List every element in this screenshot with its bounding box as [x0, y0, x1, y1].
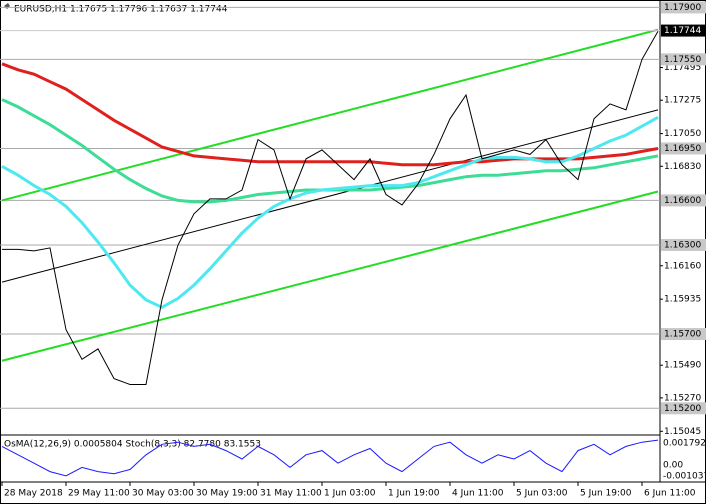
- level-box: [661, 328, 706, 341]
- level-box: [661, 53, 706, 66]
- x-tick-label: 1 Jun 19:00: [388, 489, 440, 499]
- oscillator-tick-label: 0.00: [663, 461, 683, 471]
- y-tick-label: 1.15935: [664, 295, 701, 305]
- oscillator-title: OsMA(12,26,9) 0.0005804 Stoch(8,3,3) 82.…: [4, 440, 261, 450]
- x-tick-label: 4 Jun 11:00: [452, 489, 504, 499]
- level-box: [661, 194, 706, 207]
- x-tick-label: 28 May 2018: [4, 489, 63, 499]
- level-label: 1.16300: [664, 240, 701, 250]
- y-tick-label: 1.15270: [664, 393, 701, 403]
- oscillator-tick-label: -0.001037: [663, 472, 706, 482]
- x-tick-label: 30 May 19:00: [196, 489, 258, 499]
- y-tick-label: 1.17050: [664, 129, 701, 139]
- chart-title: EURUSD,H1 1.17675 1.17796 1.17637 1.1774…: [14, 5, 228, 15]
- level-label: 1.15200: [664, 404, 701, 414]
- moving-average: [1, 115, 659, 309]
- oscillator-tick-label: 0.001792: [663, 439, 706, 449]
- x-tick-label: 6 Jun 11:00: [644, 489, 696, 499]
- y-tick-label: 1.16160: [664, 261, 701, 271]
- last-price-label: 1.17744: [664, 26, 701, 36]
- x-tick-label: 30 May 03:00: [132, 489, 194, 499]
- level-box: [661, 238, 706, 251]
- y-tick-label: 1.17495: [664, 63, 701, 73]
- level-label: 1.15700: [664, 330, 701, 340]
- level-label: 1.17550: [664, 55, 701, 65]
- level-box: [661, 142, 706, 155]
- stochastic: [1, 439, 659, 477]
- y-tick-label: 1.16830: [664, 162, 701, 172]
- trendline: [1, 109, 659, 283]
- price-line: [2, 30, 659, 385]
- moving-average: [1, 62, 659, 167]
- x-tick-label: 1 Jun 03:00: [324, 489, 376, 499]
- level-box: [661, 1, 706, 14]
- x-tick-label: 5 Jun 03:00: [516, 489, 568, 499]
- x-tick-label: 5 Jun 19:00: [580, 489, 632, 499]
- y-tick-label: 1.15045: [664, 427, 701, 437]
- x-tick-label: 29 May 11:00: [68, 489, 130, 499]
- level-label: 1.17900: [664, 3, 701, 13]
- level-box: [661, 402, 706, 415]
- level-label: 1.16600: [664, 196, 701, 206]
- last-price-box: [661, 24, 706, 37]
- x-tick-label: 31 May 11:00: [260, 489, 322, 499]
- y-tick-label: 1.17275: [664, 96, 701, 106]
- level-label: 1.16950: [664, 144, 701, 154]
- trendline: [1, 28, 659, 202]
- y-tick-label: 1.15490: [664, 361, 701, 371]
- trendline: [1, 190, 659, 362]
